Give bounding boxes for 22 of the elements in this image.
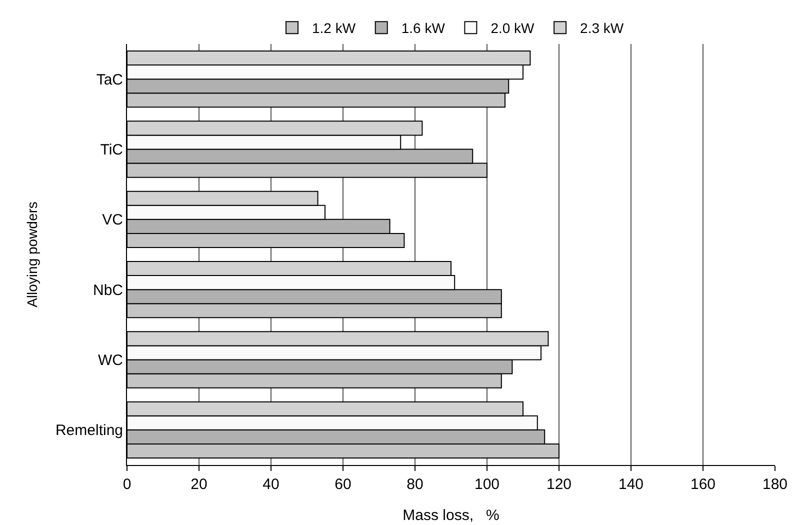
x-tick-label: 80 — [406, 476, 424, 493]
y-tick-label: WC — [98, 352, 124, 369]
x-axis-title: Mass loss, % — [402, 507, 500, 524]
legend-label: 1.6 kW — [401, 20, 446, 36]
x-tick-label: 40 — [262, 476, 280, 493]
x-tick-label: 120 — [546, 476, 572, 493]
legend-label: 2.0 kW — [490, 20, 536, 36]
y-tick-label: VC — [102, 212, 124, 229]
x-tick-label: 160 — [690, 476, 716, 493]
y-tick-label: NbC — [92, 282, 124, 299]
legend-label: 1.2 kW — [312, 20, 356, 36]
x-tick-label: 20 — [190, 476, 208, 493]
y-tick-label: Remelting — [55, 422, 123, 440]
x-tick-label: 100 — [474, 476, 500, 493]
y-axis-title: Alloying powders — [24, 202, 40, 308]
x-tick-label: 180 — [762, 476, 788, 493]
x-tick-label: 0 — [122, 476, 132, 493]
y-tick-label: TiC — [100, 142, 124, 158]
x-tick-label: 60 — [334, 476, 352, 493]
x-tick-label: 140 — [618, 476, 644, 493]
legend-label: 2.3 kW — [580, 20, 624, 36]
y-tick-label: TaC — [96, 71, 124, 88]
